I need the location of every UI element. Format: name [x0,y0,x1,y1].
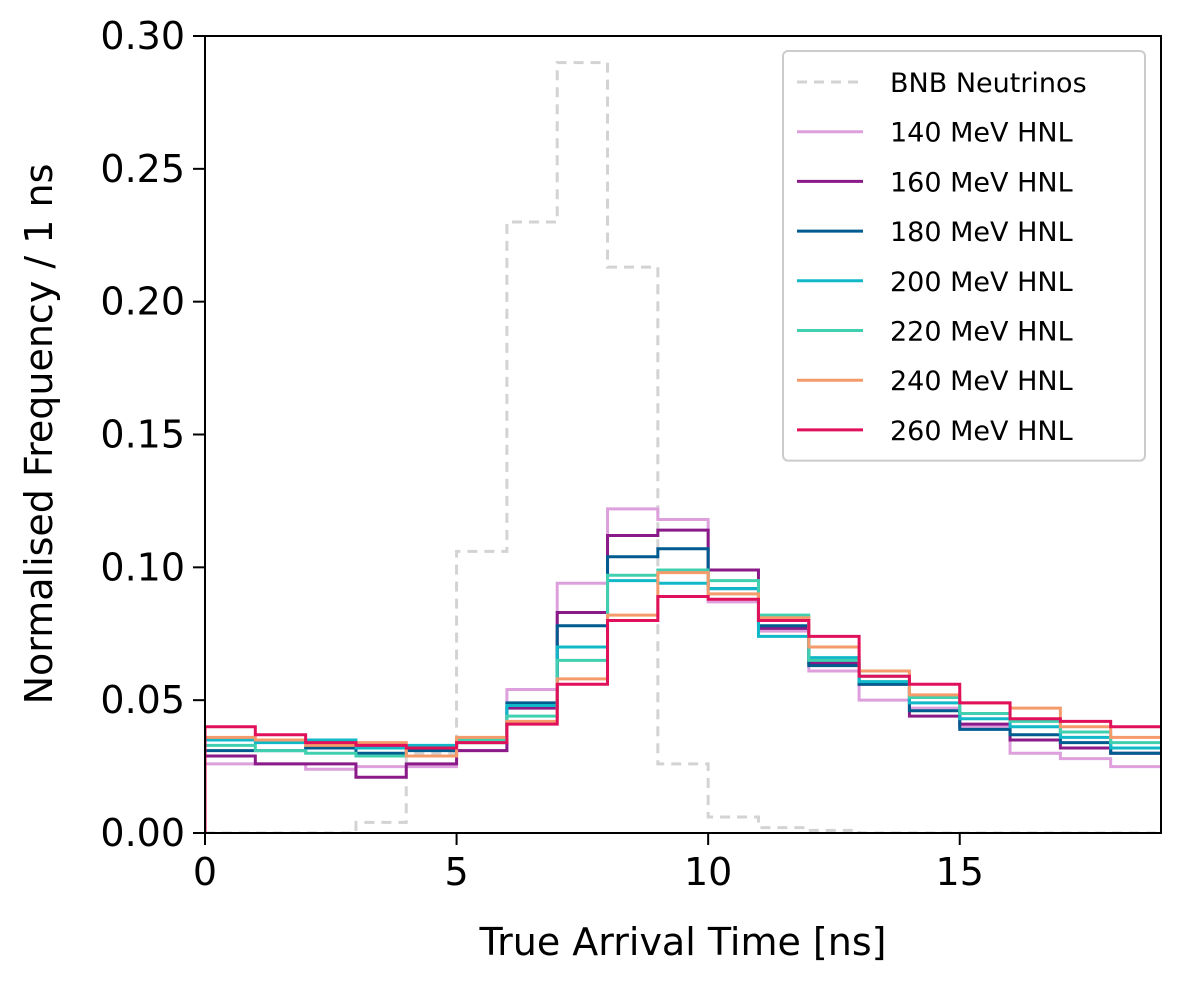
legend-label-4: 200 MeV HNL [890,267,1073,298]
legend-label-5: 220 MeV HNL [890,317,1073,348]
legend: BNB Neutrinos 140 MeV HNL 160 MeV HNL 180 M… [782,50,1146,462]
y-tick-label: 0.00 [100,811,185,855]
y-axis: 0.00 0.05 0.10 0.15 0.20 0.25 0.30 [100,14,205,855]
legend-label-3: 180 MeV HNL [890,217,1073,248]
series-line-7 [205,595,1161,833]
series-line-5 [205,568,1161,833]
y-tick-label: 0.25 [100,147,185,191]
legend-label-2: 160 MeV HNL [890,167,1073,198]
series-line-0 [205,61,1161,833]
legend-frame [782,50,1146,462]
x-tick-label: 0 [193,850,217,894]
y-tick-label: 0.10 [100,545,185,589]
x-tick-label: 10 [684,850,732,894]
x-axis-label: True Arrival Time [ns] [479,920,887,964]
y-tick-label: 0.30 [100,14,185,58]
legend-label-7: 260 MeV HNL [890,416,1073,447]
y-axis-label: Normalised Frequency / 1 ns [17,164,61,705]
y-tick-label: 0.15 [100,413,185,457]
series-layer [205,61,1161,833]
legend-label-0: BNB Neutrinos [890,68,1087,99]
series-line-3 [205,547,1161,833]
x-tick-label: 5 [444,850,468,894]
legend-label-6: 240 MeV HNL [890,366,1073,397]
legend-label-1: 140 MeV HNL [890,118,1073,149]
y-tick-label: 0.20 [100,280,185,324]
x-axis: 0 5 10 15 [193,833,984,894]
x-tick-label: 15 [936,850,984,894]
y-tick-label: 0.05 [100,678,185,722]
series-line-2 [205,528,1161,833]
